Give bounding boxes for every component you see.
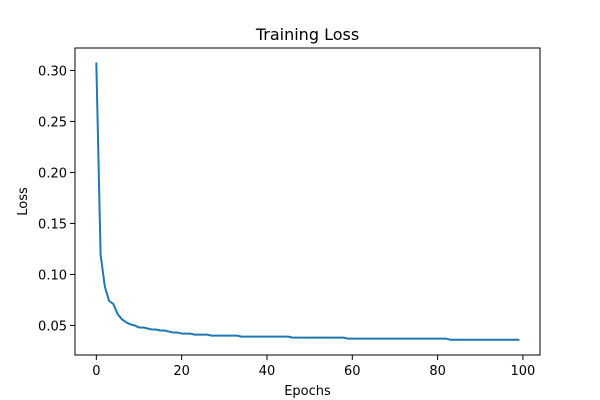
y-tick-label: 0.15	[38, 217, 67, 232]
y-axis-ticks: 0.05 0.10 0.15 0.20 0.25 0.30	[38, 64, 75, 334]
y-tick-label: 0.25	[38, 115, 67, 130]
x-tick-label: 100	[511, 364, 536, 379]
y-tick-label: 0.20	[38, 166, 67, 181]
x-tick-label: 0	[92, 364, 100, 379]
plot-frame	[74, 47, 541, 356]
x-axis-label: Epochs	[284, 384, 331, 399]
x-tick-label: 80	[429, 364, 446, 379]
x-tick-label: 40	[259, 364, 276, 379]
y-axis-label: Loss	[16, 187, 31, 216]
series-layer	[95, 62, 520, 341]
loss-series-line	[95, 62, 520, 341]
x-tick-label: 60	[344, 364, 361, 379]
y-tick-label: 0.05	[38, 319, 67, 334]
x-axis-ticks: 0 20 40 60 80 100	[92, 355, 535, 379]
x-tick-label: 20	[173, 364, 190, 379]
y-tick-label: 0.30	[38, 64, 67, 79]
chart-title: Training Loss	[255, 25, 359, 44]
y-tick-label: 0.10	[38, 268, 67, 283]
